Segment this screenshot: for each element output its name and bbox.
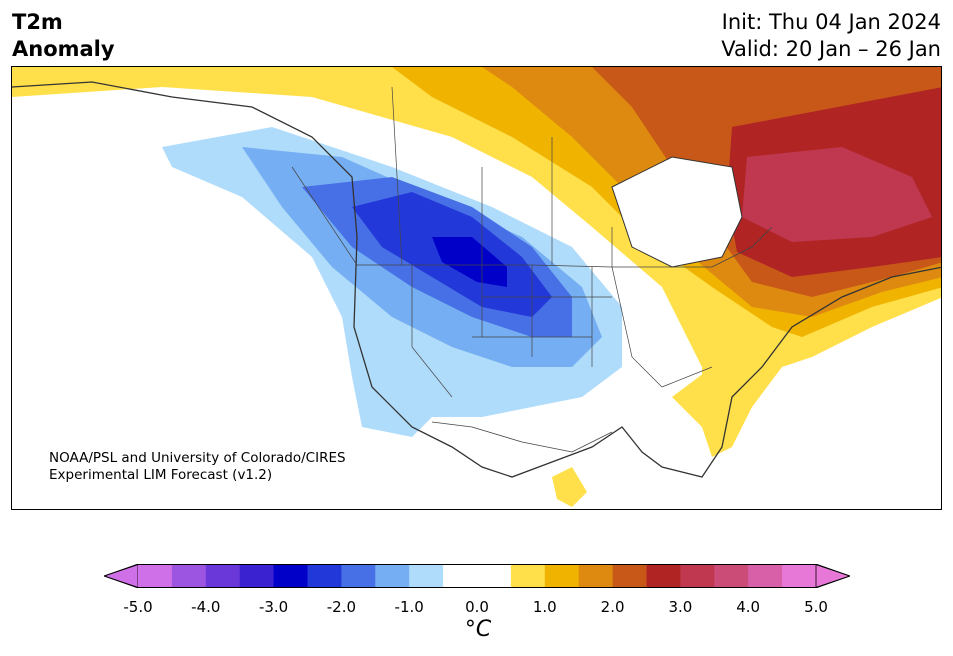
colorbar-tick-label: -5.0 [123, 598, 153, 616]
colorbar-segment [239, 564, 275, 588]
colorbar-tick-label: 2.0 [600, 598, 625, 616]
title-variable: T2m [12, 10, 63, 34]
valid-range: Valid: 20 Jan – 26 Jan [721, 37, 941, 61]
colorbar-segment [510, 564, 546, 588]
colorbar-segment [544, 564, 580, 588]
forecast-credit: NOAA/PSL and University of Colorado/CIRE… [49, 450, 346, 484]
colorbar-tick-label: 0.0 [465, 598, 489, 616]
colorbar-segment [443, 564, 478, 588]
colorbar-extend-low [104, 564, 139, 588]
colorbar-tick-label: 1.0 [532, 598, 557, 616]
init-date: Init: Thu 04 Jan 2024 [721, 10, 941, 34]
us-mexico-border [431, 421, 613, 453]
colorbar-segment [477, 564, 512, 588]
credit-line-2: Experimental LIM Forecast (v1.2) [49, 467, 273, 483]
colorbar-tick-label: 3.0 [668, 598, 693, 616]
colorbar-tick-label: -1.0 [394, 598, 424, 616]
colorbar-segment [714, 564, 749, 588]
coastline [12, 81, 941, 478]
colorbar-segment [646, 564, 681, 588]
colorbar-segment [680, 564, 715, 588]
colorbar-unit: °C [464, 617, 492, 642]
map-title: T2m Anomaly [12, 9, 115, 63]
cold-contour-5 [432, 237, 507, 287]
colorbar-segment [171, 564, 207, 588]
warm-patch-gulf [552, 467, 587, 507]
map-svg [12, 67, 941, 507]
colorbar-outline [104, 564, 850, 588]
colorbar-segment [409, 564, 444, 588]
title-anomaly: Anomaly [12, 37, 115, 61]
hudson-bay [611, 156, 743, 268]
colorbar-segment [138, 564, 173, 588]
state-lines [411, 265, 713, 398]
colorbar-segment [578, 564, 614, 588]
colorbar-segment [612, 564, 647, 588]
colorbar-segment [748, 564, 783, 588]
colorbar-tick-label: -2.0 [326, 598, 357, 616]
warm-patch-southeast [672, 367, 752, 447]
colorbar-segment [307, 564, 342, 588]
colorbar-segment [341, 564, 376, 588]
us-canada-border [357, 226, 773, 268]
colorbar-extend-high [815, 564, 850, 588]
warm-contour-6 [742, 147, 932, 242]
colorbar-tick-label: -3.0 [258, 598, 289, 616]
colorbar-tick-label: 4.0 [736, 598, 761, 616]
colorbar-segment [205, 564, 241, 588]
colorbar-segment [782, 564, 817, 588]
province-lines [291, 86, 613, 267]
credit-line-1: NOAA/PSL and University of Colorado/CIRE… [49, 450, 346, 466]
colorbar-tick-label: 5.0 [804, 598, 828, 616]
colorbar-segment [273, 564, 308, 588]
colorbar-segment [375, 564, 410, 588]
forecast-dates: Init: Thu 04 Jan 2024 Valid: 20 Jan – 26… [721, 9, 941, 63]
colorbar-tick-label: -4.0 [191, 598, 221, 616]
colorbar [104, 564, 850, 588]
anomaly-map: NOAA/PSL and University of Colorado/CIRE… [11, 66, 942, 510]
